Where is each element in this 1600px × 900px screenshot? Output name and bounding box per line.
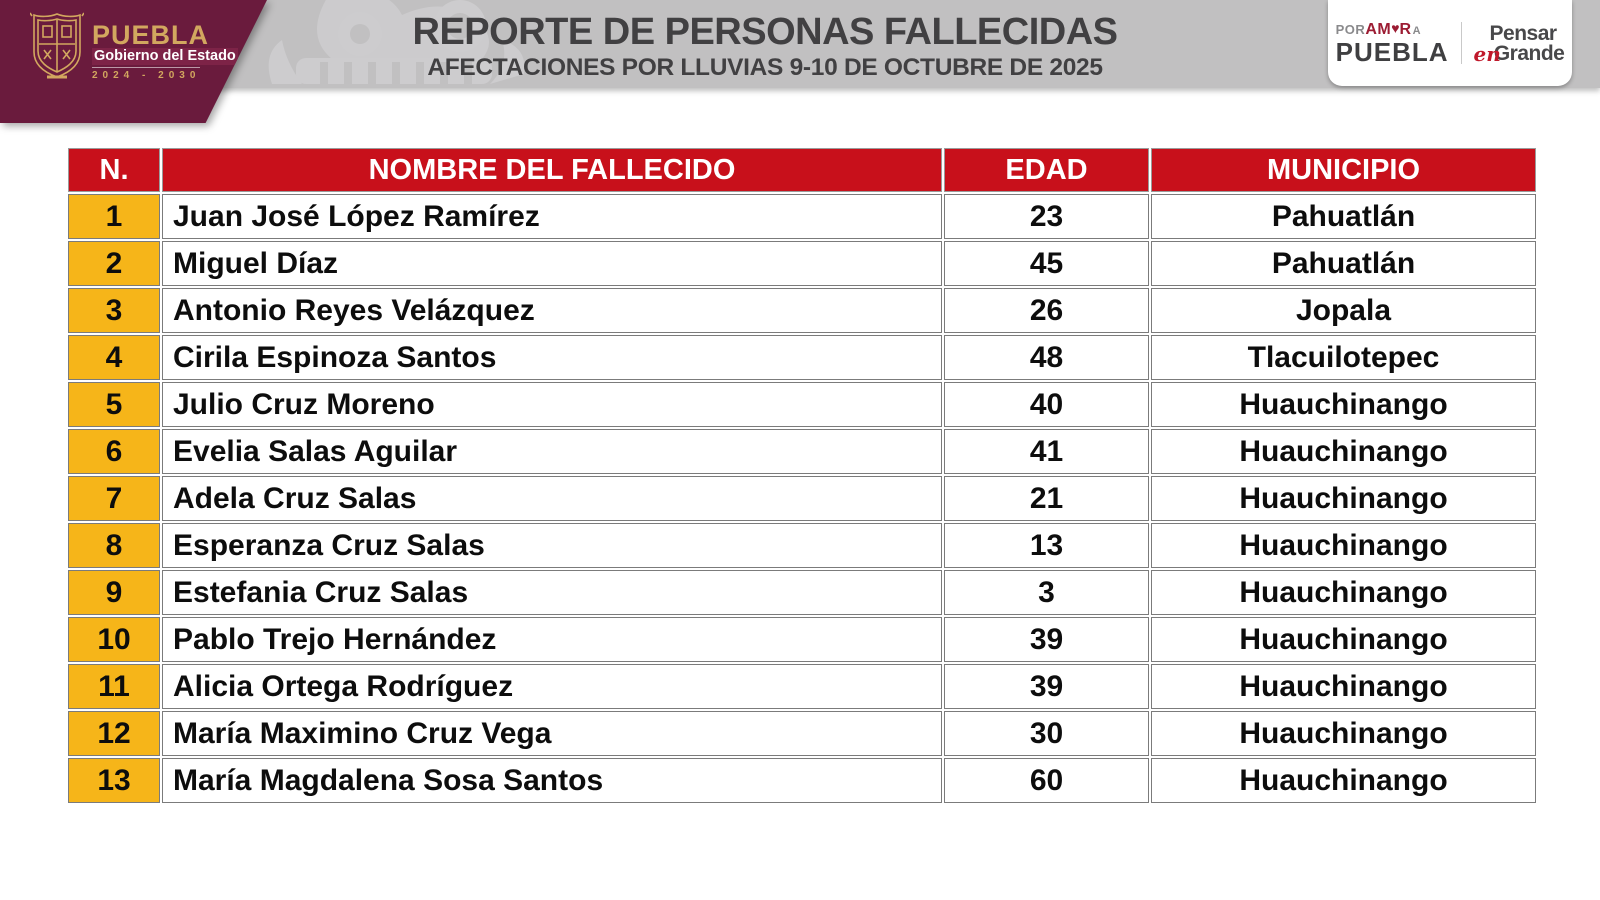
- name-cell: Alicia Ortega Rodríguez: [162, 664, 942, 709]
- table-row: 7 Adela Cruz Salas 21 Huauchinango: [68, 476, 1536, 521]
- name-cell: Estefania Cruz Salas: [162, 570, 942, 615]
- municipality-cell: Huauchinango: [1151, 570, 1536, 615]
- gov-logo-period: 2024 - 2030: [92, 70, 201, 81]
- name-cell: Evelia Salas Aguilar: [162, 429, 942, 474]
- amor-text-end: R: [1399, 20, 1412, 38]
- name-cell: Pablo Trejo Hernández: [162, 617, 942, 662]
- row-number-cell: 6: [68, 429, 160, 474]
- row-number-cell: 8: [68, 523, 160, 568]
- deceased-persons-table: N. NOMBRE DEL FALLECIDO EDAD MUNICIPIO 1…: [66, 146, 1538, 805]
- table-row: 6 Evelia Salas Aguilar 41 Huauchinango: [68, 429, 1536, 474]
- municipality-cell: Huauchinango: [1151, 711, 1536, 756]
- name-cell: Antonio Reyes Velázquez: [162, 288, 942, 333]
- table-row: 12 María Maximino Cruz Vega 30 Huauchinango: [68, 711, 1536, 756]
- name-cell: Juan José López Ramírez: [162, 194, 942, 239]
- column-header-name: NOMBRE DEL FALLECIDO: [162, 148, 942, 192]
- row-number-cell: 9: [68, 570, 160, 615]
- age-cell: 48: [944, 335, 1149, 380]
- maroon-corner: PUEBLA Gobierno del Estado 2024 - 2030: [0, 0, 267, 123]
- table-row: 8 Esperanza Cruz Salas 13 Huauchinango: [68, 523, 1536, 568]
- name-cell: María Maximino Cruz Vega: [162, 711, 942, 756]
- municipality-cell: Huauchinango: [1151, 664, 1536, 709]
- row-number-cell: 5: [68, 382, 160, 427]
- age-cell: 26: [944, 288, 1149, 333]
- municipality-cell: Pahuatlán: [1151, 194, 1536, 239]
- municipality-cell: Tlacuilotepec: [1151, 335, 1536, 380]
- row-number-cell: 2: [68, 241, 160, 286]
- table-row: 3 Antonio Reyes Velázquez 26 Jopala: [68, 288, 1536, 333]
- age-cell: 45: [944, 241, 1149, 286]
- table-header-row: N. NOMBRE DEL FALLECIDO EDAD MUNICIPIO: [68, 148, 1536, 192]
- table-row: 2 Miguel Díaz 45 Pahuatlán: [68, 241, 1536, 286]
- table-row: 11 Alicia Ortega Rodríguez 39 Huauchinango: [68, 664, 1536, 709]
- age-cell: 39: [944, 664, 1149, 709]
- page-subtitle: AFECTACIONES POR LLUVIAS 9-10 DE OCTUBRE…: [427, 54, 1103, 81]
- government-logo-plate: PUEBLA Gobierno del Estado 2024 - 2030: [0, 0, 300, 130]
- row-number-cell: 10: [68, 617, 160, 662]
- table-row: 10 Pablo Trejo Hernández 39 Huauchinango: [68, 617, 1536, 662]
- banner-titles: REPORTE DE PERSONAS FALLECIDAS AFECTACIO…: [385, 10, 1145, 82]
- municipality-cell: Huauchinango: [1151, 617, 1536, 662]
- table-row: 5 Julio Cruz Moreno 40 Huauchinango: [68, 382, 1536, 427]
- en-script-text: en: [1473, 41, 1501, 66]
- brand-badge: POR AM ♥ R A PUEBLA Pensar en Grande: [1328, 0, 1572, 86]
- age-cell: 3: [944, 570, 1149, 615]
- municipality-cell: Jopala: [1151, 288, 1536, 333]
- name-cell: Julio Cruz Moreno: [162, 382, 942, 427]
- heart-icon: ♥: [1391, 19, 1400, 36]
- page-title: REPORTE DE PERSONAS FALLECIDAS: [412, 11, 1118, 53]
- municipality-cell: Pahuatlán: [1151, 241, 1536, 286]
- table-body: 1 Juan José López Ramírez 23 Pahuatlán 2 Migu…: [68, 194, 1536, 803]
- row-number-cell: 13: [68, 758, 160, 803]
- name-cell: Adela Cruz Salas: [162, 476, 942, 521]
- gov-logo-divider: [92, 67, 200, 68]
- age-cell: 39: [944, 617, 1149, 662]
- row-number-cell: 1: [68, 194, 160, 239]
- age-cell: 30: [944, 711, 1149, 756]
- row-number-cell: 3: [68, 288, 160, 333]
- aztec-glyph-decoration: [268, 0, 525, 84]
- a-text: A: [1412, 24, 1421, 37]
- column-header-number: N.: [68, 148, 160, 192]
- age-cell: 41: [944, 429, 1149, 474]
- municipality-cell: Huauchinango: [1151, 476, 1536, 521]
- age-cell: 40: [944, 382, 1149, 427]
- name-cell: Cirila Espinoza Santos: [162, 335, 942, 380]
- gov-logo-brand: PUEBLA: [92, 20, 210, 50]
- age-cell: 13: [944, 523, 1149, 568]
- pensar-en-grande-logo: Pensar en Grande: [1474, 23, 1565, 64]
- municipality-cell: Huauchinango: [1151, 429, 1536, 474]
- grande-text: Grande: [1493, 41, 1565, 65]
- column-header-age: EDAD: [944, 148, 1149, 192]
- table-row: 4 Cirila Espinoza Santos 48 Tlacuilotepec: [68, 335, 1536, 380]
- name-cell: Miguel Díaz: [162, 241, 942, 286]
- row-number-cell: 4: [68, 335, 160, 380]
- municipality-cell: Huauchinango: [1151, 758, 1536, 803]
- municipality-cell: Huauchinango: [1151, 382, 1536, 427]
- name-cell: Esperanza Cruz Salas: [162, 523, 942, 568]
- municipality-cell: Huauchinango: [1151, 523, 1536, 568]
- table-row: 9 Estefania Cruz Salas 3 Huauchinango: [68, 570, 1536, 615]
- puebla-wordmark: PUEBLA: [1335, 36, 1449, 67]
- por-amor-a-puebla-logo: POR AM ♥ R A PUEBLA: [1335, 19, 1449, 67]
- table-header: N. NOMBRE DEL FALLECIDO EDAD MUNICIPIO: [68, 148, 1536, 192]
- puebla-coat-of-arms-icon: [30, 12, 84, 79]
- gov-logo-tagline: Gobierno del Estado: [92, 48, 238, 65]
- age-cell: 23: [944, 194, 1149, 239]
- table-row: 13 María Magdalena Sosa Santos 60 Huauchina…: [68, 758, 1536, 803]
- row-number-cell: 12: [68, 711, 160, 756]
- column-header-municipality: MUNICIPIO: [1151, 148, 1536, 192]
- row-number-cell: 7: [68, 476, 160, 521]
- pensar-text: Pensar: [1489, 21, 1558, 45]
- badge-divider: [1460, 22, 1462, 64]
- age-cell: 21: [944, 476, 1149, 521]
- row-number-cell: 11: [68, 664, 160, 709]
- age-cell: 60: [944, 758, 1149, 803]
- name-cell: María Magdalena Sosa Santos: [162, 758, 942, 803]
- amor-text-start: AM: [1365, 20, 1392, 38]
- por-text: POR: [1335, 21, 1366, 37]
- table-row: 1 Juan José López Ramírez 23 Pahuatlán: [68, 194, 1536, 239]
